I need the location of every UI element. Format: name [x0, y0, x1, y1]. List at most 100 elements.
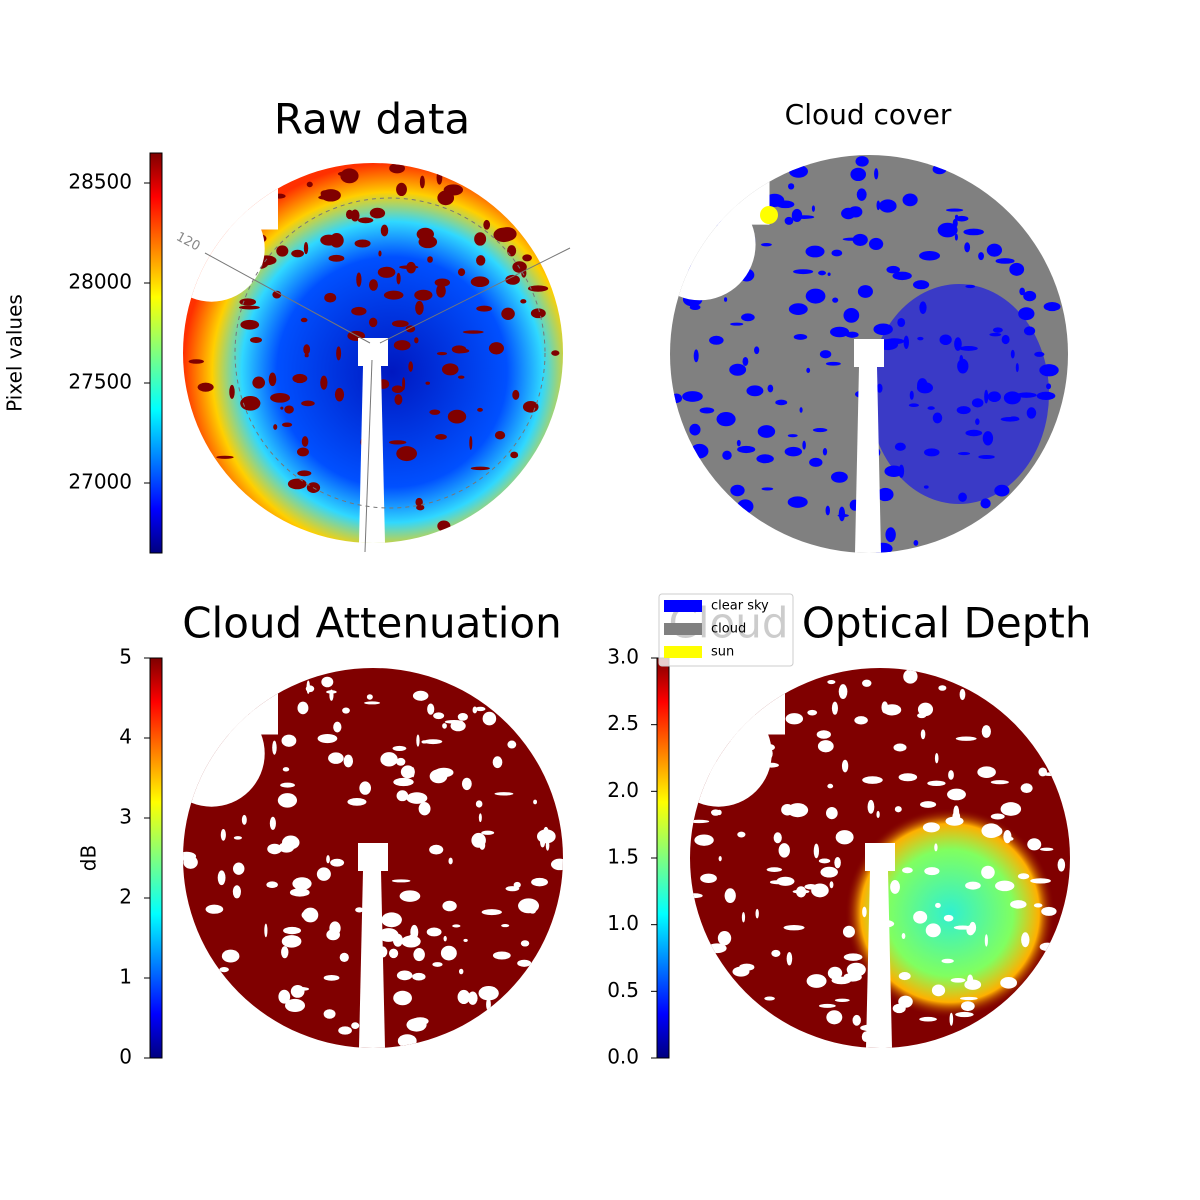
blob — [710, 809, 721, 816]
blob — [326, 690, 337, 694]
blob — [917, 378, 928, 393]
blob — [483, 219, 491, 230]
blob — [290, 985, 305, 998]
blob — [462, 330, 484, 334]
mask — [670, 155, 770, 225]
colorbar-label: dB — [77, 845, 101, 871]
blob — [827, 783, 834, 789]
blob — [303, 241, 309, 255]
blob — [829, 881, 834, 889]
blob — [457, 713, 468, 721]
blob — [879, 199, 897, 213]
tick-label: 5 — [119, 645, 132, 669]
blob — [885, 527, 896, 543]
blob — [266, 881, 278, 888]
blob — [442, 900, 457, 912]
blob — [437, 190, 455, 206]
blob — [827, 966, 843, 980]
blob — [423, 739, 443, 745]
blob — [977, 766, 996, 778]
blob — [396, 272, 401, 285]
blob — [924, 867, 940, 876]
blob — [520, 940, 530, 947]
blob — [391, 385, 404, 393]
blob — [474, 232, 487, 246]
tick-label: 28500 — [68, 170, 132, 194]
blob — [522, 401, 539, 413]
tick-label: 28000 — [68, 270, 132, 294]
blob — [958, 451, 971, 456]
mask — [358, 843, 388, 871]
blob — [347, 798, 367, 806]
blob — [862, 906, 867, 918]
blob — [817, 740, 834, 753]
blob — [718, 856, 722, 862]
blob — [377, 266, 396, 278]
blob — [531, 877, 548, 887]
blob — [690, 443, 709, 459]
blob — [507, 245, 517, 257]
blob — [419, 175, 425, 189]
blob — [183, 851, 197, 861]
blob — [475, 800, 483, 808]
blob — [281, 422, 293, 428]
blob — [345, 209, 354, 220]
blob — [278, 989, 291, 1004]
blob — [990, 780, 1009, 785]
blob — [841, 207, 856, 220]
blob — [1043, 301, 1061, 312]
blob — [301, 400, 315, 407]
blob — [492, 951, 511, 960]
sky-content — [670, 155, 1068, 553]
blob — [470, 276, 490, 288]
blob — [467, 991, 478, 1005]
blob — [850, 167, 867, 182]
blob — [476, 255, 486, 266]
blob — [411, 767, 415, 778]
blob — [877, 487, 894, 502]
blob — [954, 233, 958, 241]
tick-label: 27500 — [68, 370, 132, 394]
blob — [920, 729, 926, 740]
blob — [320, 375, 328, 390]
blob — [807, 709, 818, 716]
blob — [939, 334, 952, 346]
tick-label: 3.0 — [607, 645, 639, 669]
blob — [834, 857, 841, 869]
blob — [1000, 977, 1018, 989]
blob — [982, 431, 994, 446]
blob — [707, 943, 727, 954]
blob — [898, 972, 911, 981]
blob — [328, 254, 345, 262]
mask — [183, 163, 278, 230]
blob — [533, 799, 538, 805]
blob — [699, 407, 715, 414]
blob — [545, 840, 550, 851]
blob — [764, 996, 775, 1001]
blob — [884, 465, 904, 477]
blob — [812, 428, 828, 433]
blob — [1009, 262, 1025, 276]
blob — [826, 1010, 843, 1025]
blob — [917, 336, 924, 341]
blob — [952, 811, 961, 822]
blob — [292, 373, 308, 384]
tick-label: 2 — [119, 885, 132, 909]
blob — [736, 439, 741, 447]
blob — [336, 346, 342, 361]
blob — [757, 425, 776, 438]
blob — [961, 1001, 975, 1012]
blob — [281, 935, 302, 948]
blob — [922, 822, 940, 833]
blob — [326, 855, 330, 864]
blob — [818, 1003, 836, 1008]
blob — [989, 332, 1002, 337]
legend-label: cloud — [711, 622, 746, 637]
blob — [994, 484, 1010, 497]
blob — [771, 949, 781, 957]
blob — [831, 976, 852, 985]
colorbar — [656, 657, 670, 1059]
blob — [901, 933, 906, 939]
blob — [722, 450, 732, 461]
blob — [284, 405, 294, 414]
